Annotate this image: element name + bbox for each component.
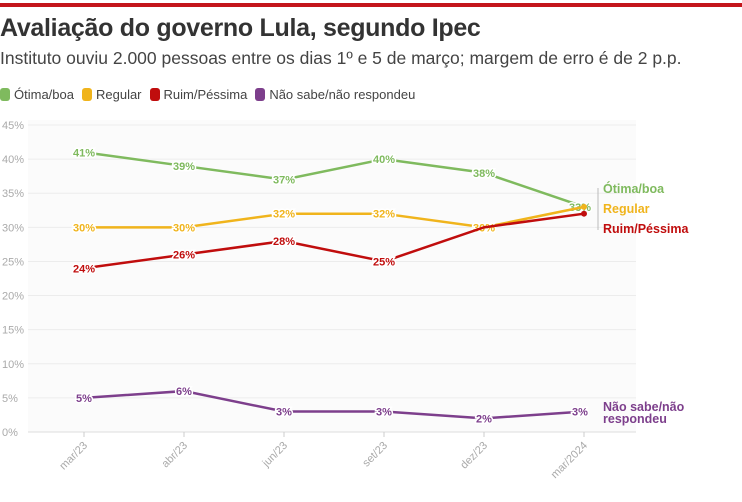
end-label: Ótima/boa <box>603 181 665 196</box>
chart-subtitle: Instituto ouviu 2.000 pessoas entre os d… <box>0 48 682 68</box>
legend-label: Regular <box>95 87 142 102</box>
top-accent-bar <box>0 3 742 7</box>
data-label: 40% <box>373 154 395 166</box>
y-tick-label: 10% <box>2 359 24 371</box>
series-line <box>83 389 585 420</box>
chart-title: Avaliação do governo Lula, segundo Ipec <box>0 14 481 42</box>
legend-swatch <box>149 88 160 101</box>
y-tick-label: 20% <box>2 291 24 303</box>
legend-item: Ótima/boa <box>0 87 74 102</box>
legend-swatch <box>255 88 266 101</box>
data-label: 37% <box>273 175 295 187</box>
data-label: 2% <box>476 413 492 425</box>
y-tick-label: 40% <box>2 154 24 166</box>
data-point <box>581 210 587 217</box>
data-label: 26% <box>173 250 195 262</box>
y-tick-label: 30% <box>2 222 24 234</box>
legend-swatch <box>0 88 10 101</box>
data-label: 32% <box>273 209 295 221</box>
legend-label: Não sabe/não respondeu <box>269 87 416 102</box>
y-tick-label: 0% <box>2 427 18 439</box>
legend-item: Não sabe/não respondeu <box>255 87 415 102</box>
y-tick-label: 25% <box>2 256 24 268</box>
legend: Ótima/boa Regular Ruim/Péssima Não sabe/… <box>0 87 415 102</box>
data-label: 3% <box>572 407 588 419</box>
end-label: Não sabe/não respondeu <box>603 400 685 426</box>
data-label: 39% <box>173 161 195 173</box>
series-line <box>83 151 585 209</box>
data-label: 32% <box>373 209 395 221</box>
x-tick-label: jun/23 <box>260 440 290 470</box>
end-label: Ruim/Péssima <box>603 222 690 236</box>
y-tick-label: 45% <box>2 120 24 132</box>
data-label: 25% <box>373 256 395 268</box>
data-label: 5% <box>76 393 92 405</box>
legend-label: Ótima/boa <box>14 87 74 102</box>
x-tick-label: abr/23 <box>160 440 191 471</box>
y-tick-label: 35% <box>2 188 24 200</box>
data-label: 6% <box>176 386 192 398</box>
end-label: Regular <box>603 202 650 216</box>
data-label: 41% <box>73 147 95 159</box>
x-tick-label: mar/2024 <box>549 440 590 481</box>
plot-background <box>28 120 636 432</box>
legend-swatch <box>81 88 92 101</box>
data-label: 30% <box>173 222 195 234</box>
data-label: 30% <box>73 222 95 234</box>
data-label: 38% <box>473 168 495 180</box>
x-tick-label: set/23 <box>360 440 390 470</box>
legend-label: Ruim/Péssima <box>163 87 248 102</box>
x-tick-label: dez/23 <box>458 440 490 472</box>
x-tick-label: mar/23 <box>57 440 90 473</box>
y-tick-label: 15% <box>2 325 24 337</box>
data-label: 3% <box>276 407 292 419</box>
data-label: 24% <box>73 263 95 275</box>
y-tick-label: 5% <box>2 393 18 405</box>
legend-item: Regular <box>81 87 142 102</box>
data-point <box>581 203 587 210</box>
data-point <box>581 408 587 415</box>
series-line <box>83 212 585 270</box>
data-label: 28% <box>273 236 295 248</box>
data-label: 3% <box>376 407 392 419</box>
legend-item: Ruim/Péssima <box>149 87 248 102</box>
